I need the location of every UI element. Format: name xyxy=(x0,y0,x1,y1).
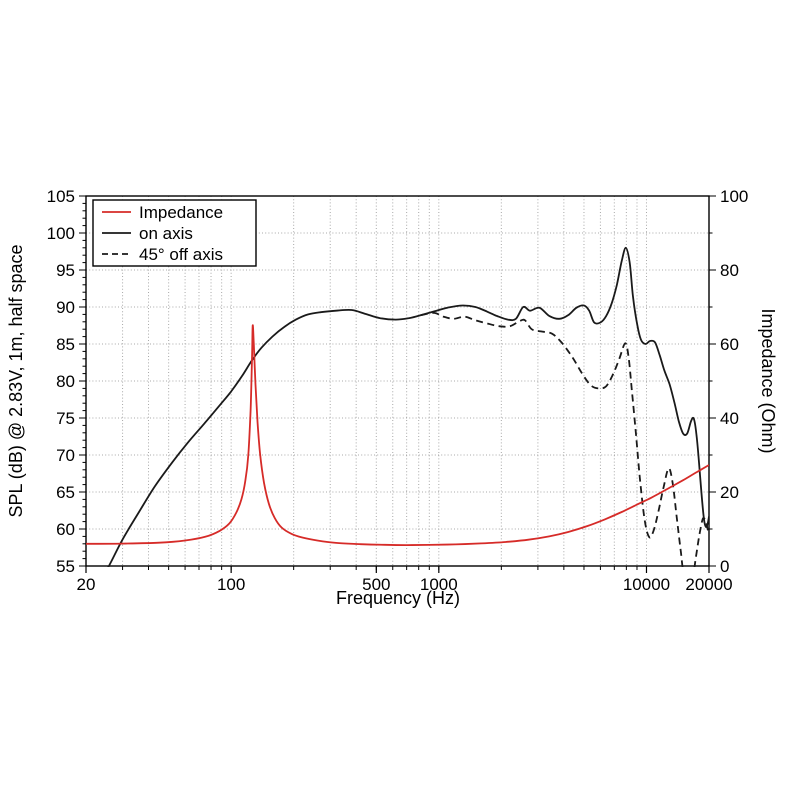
right-y-tick-label: 80 xyxy=(720,261,739,280)
right-y-tick-label: 20 xyxy=(720,483,739,502)
left-y-tick-label: 90 xyxy=(56,298,75,317)
x-tick-label: 20000 xyxy=(685,575,732,594)
legend-on-axis-label: on axis xyxy=(139,224,193,243)
left-y-tick-label: 100 xyxy=(47,224,75,243)
x-axis-title: Frequency (Hz) xyxy=(336,588,460,608)
x-tick-label: 20 xyxy=(77,575,96,594)
right-y-axis-title: Impedance (Ohm) xyxy=(758,308,778,453)
left-y-tick-label: 105 xyxy=(47,187,75,206)
right-y-tick-label: 0 xyxy=(720,557,729,576)
legend-off-axis-label: 45° off axis xyxy=(139,245,223,264)
x-tick-label: 500 xyxy=(362,575,390,594)
plot-frame xyxy=(85,195,710,567)
left-y-tick-label: 75 xyxy=(56,409,75,428)
x-tick-label: 1000 xyxy=(420,575,458,594)
right-y-tick-label: 60 xyxy=(720,335,739,354)
curves xyxy=(86,246,709,567)
left-y-tick-label: 85 xyxy=(56,335,75,354)
left-y-axis-title: SPL (dB) @ 2.83V, 1m, half space xyxy=(6,244,26,517)
right-y-tick-label: 100 xyxy=(720,187,748,206)
left-y-tick-label: 70 xyxy=(56,446,75,465)
impedance-curve xyxy=(86,324,709,546)
tick-labels: 20 100 500 1000 10000 20000556065707580859095… xyxy=(47,187,749,594)
legend: Impedance on axis 45° off axis xyxy=(92,199,257,267)
left-y-tick-label: 65 xyxy=(56,483,75,502)
off-axis-45-curve xyxy=(420,311,709,567)
on-axis-curve xyxy=(107,246,709,567)
left-y-tick-label: 80 xyxy=(56,372,75,391)
left-y-tick-label: 60 xyxy=(56,520,75,539)
legend-impedance-label: Impedance xyxy=(139,203,223,222)
x-tick-label: 10000 xyxy=(623,575,670,594)
left-y-tick-label: 55 xyxy=(56,557,75,576)
right-y-tick-label: 40 xyxy=(720,409,739,428)
x-tick-label: 100 xyxy=(217,575,245,594)
left-y-tick-label: 95 xyxy=(56,261,75,280)
